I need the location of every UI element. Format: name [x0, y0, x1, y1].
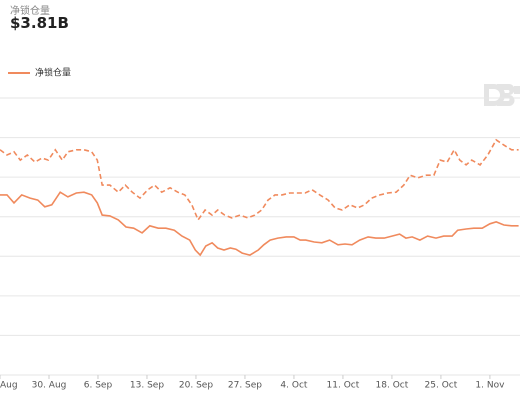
line [0, 191, 519, 257]
x-tick-label: 6. Sep [84, 381, 113, 391]
x-tick-label: 4. Oct [280, 381, 307, 391]
x-tick-label: 13. Sep [130, 381, 164, 391]
header-value: $3.81B [10, 14, 69, 32]
watermark [484, 84, 520, 106]
x-tick-label: 25. Oct [425, 381, 458, 391]
legend-label[interactable]: 净锁仓量 [35, 67, 71, 79]
x-tick-label: 20. Sep [179, 381, 213, 391]
x-tick-label: 18. Oct [376, 381, 409, 391]
x-tick-label: 30. Aug [32, 381, 67, 391]
line [0, 138, 519, 222]
x-tick-label: 1. Nov [475, 381, 505, 391]
x-tick-label: Aug [0, 381, 18, 391]
x-tick-label: 11. Oct [327, 381, 360, 391]
header-label: 净锁仓量 [10, 6, 50, 17]
x-tick-label: 27. Sep [228, 381, 262, 391]
